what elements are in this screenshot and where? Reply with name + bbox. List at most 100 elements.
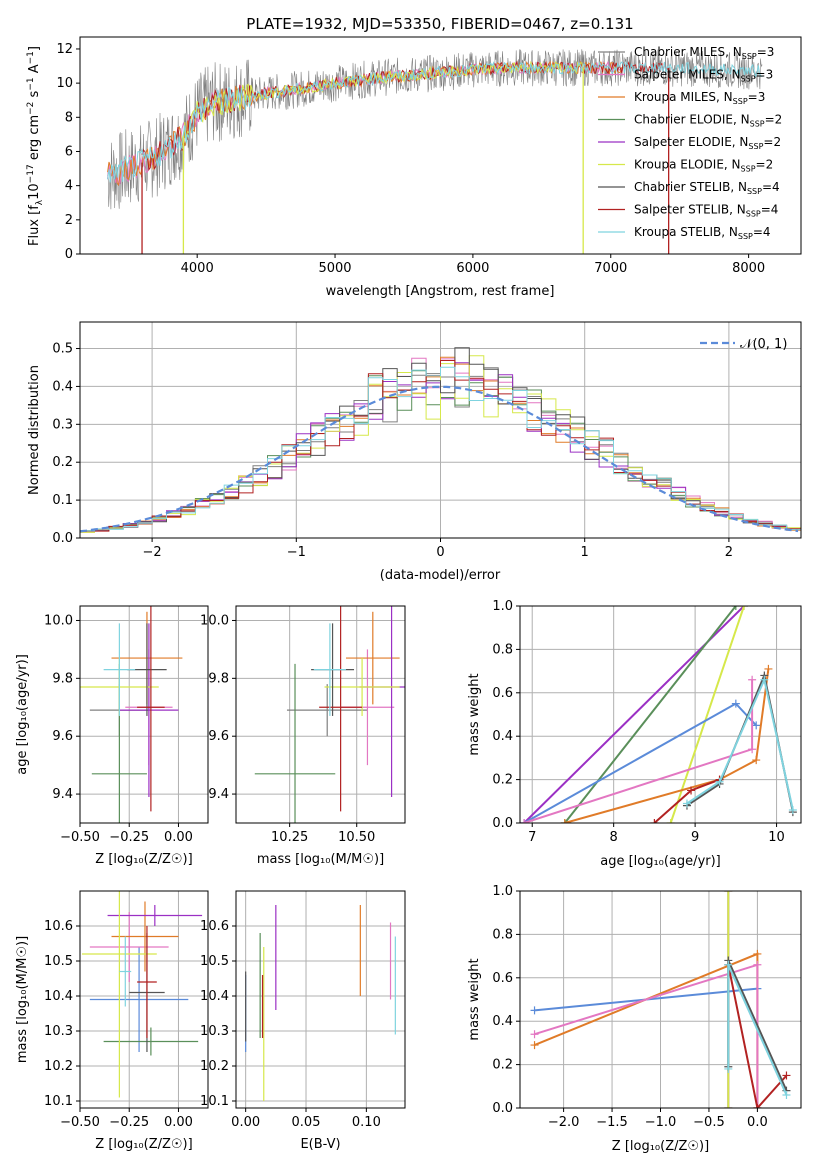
y-tick-label: 0.1 [52, 493, 73, 508]
weight-series [564, 606, 737, 823]
y-axis-label-part: Flux [f [27, 205, 42, 246]
x-tick-label: −0.50 [60, 1115, 100, 1130]
y-tick-label: 2 [65, 213, 73, 228]
legend-text: Salpeter ELODIE, N [634, 135, 748, 149]
legend-label: 𝒩(0, 1) [740, 337, 787, 352]
legend-label: Salpeter STELIB, NSSP=4 [634, 203, 778, 219]
y-tick-label: 10.6 [44, 919, 73, 934]
y-axis-label: Normed distribution [27, 365, 42, 495]
y-tick-label: 0.6 [492, 971, 513, 986]
y-tick-label: 1.0 [492, 884, 513, 899]
weight-marker [560, 819, 569, 823]
weight-series [669, 606, 745, 823]
y-tick-label: 10.2 [200, 1059, 229, 1074]
y-tick-label: 0.2 [52, 455, 73, 470]
axes-frame [519, 890, 802, 1109]
weight-marker [715, 777, 724, 786]
y-tick-label: 10.2 [44, 1059, 73, 1074]
legend-sub: SSP [748, 142, 763, 151]
weight-marker [739, 606, 748, 610]
x-tick-label: 9 [691, 830, 699, 845]
y-tick-label: 0.0 [492, 816, 513, 831]
legend-sub: SSP [741, 75, 756, 84]
y-axis-label-part: −1 [26, 51, 36, 64]
x-tick-label: −1.5 [596, 1115, 628, 1130]
plot-area [107, 49, 763, 254]
x-axis-label: E(B-V) [300, 1137, 340, 1152]
y-tick-label: 6 [65, 144, 73, 159]
y-tick-label: 0.8 [492, 927, 513, 942]
legend-label: Chabrier STELIB, NSSP=4 [634, 180, 780, 196]
x-tick-label: 0 [436, 545, 444, 560]
legend-sub: SSP [747, 187, 762, 196]
normal-curve [80, 385, 799, 533]
legend-sub: SSP [746, 210, 761, 219]
axes-mass_weight_vs_age: 7 8 9 10 0.0 0.2 0.4 0.6 0.8 1.0 age [log₁₀(age/yr… [467, 599, 802, 869]
y-axis-label-part: −17 [26, 164, 36, 183]
y-tick-label: 10.6 [200, 919, 229, 934]
y-axis-label: mass weight [467, 673, 482, 755]
x-tick-label: −1 [287, 545, 306, 560]
x-tick-label: −1.0 [645, 1115, 677, 1130]
x-tick-label: 10.50 [338, 830, 375, 845]
legend-label: Salpeter ELODIE, NSSP=2 [634, 135, 781, 151]
legend-text: Kroupa MILES, N [634, 90, 733, 104]
weight-marker [731, 606, 740, 610]
weight-marker [731, 699, 740, 708]
x-tick-label: 1 [581, 545, 589, 560]
legend-sub: SSP [741, 165, 756, 174]
legend-text: Chabrier STELIB, N [634, 180, 747, 194]
legend-label: Kroupa ELODIE, NSSP=2 [634, 158, 773, 174]
weight-marker [753, 1104, 762, 1108]
x-tick-label: 7 [528, 830, 536, 845]
plot-area [80, 347, 801, 533]
y-tick-label: 9.6 [208, 729, 229, 744]
y-tick-label: 1.0 [492, 599, 513, 614]
legend-tail: =2 [765, 113, 783, 127]
y-axis-label-part: 10 [27, 183, 42, 200]
x-tick-label: 6000 [456, 261, 489, 276]
axes-frame [79, 36, 802, 255]
axes-mass_vs_Z: −0.50 −0.25 0.00 10.1 10.2 10.3 10.4 10.5 10.6 Z … [15, 890, 209, 1152]
legend-tail: =3 [748, 90, 766, 104]
plot-layer: 4000 5000 6000 7000 8000024681012wavelength … [15, 36, 802, 1154]
weight-marker [724, 1064, 733, 1073]
plot-area [254, 606, 405, 823]
weight-marker [782, 1090, 791, 1099]
axes-frame [79, 605, 209, 824]
y-tick-label: 10.1 [44, 1094, 73, 1109]
legend-sub: SSP [750, 120, 765, 129]
legend-tail: =2 [763, 135, 781, 149]
weight-marker [748, 745, 757, 754]
weight-marker [752, 756, 761, 765]
weight-marker [748, 675, 757, 684]
legend-label: Salpeter MILES, NSSP=3 [634, 68, 773, 84]
y-axis-label-part: erg cm [27, 115, 42, 164]
legend-text: Salpeter STELIB, N [634, 203, 746, 217]
weight-marker [753, 949, 762, 958]
legend-label: Kroupa STELIB, NSSP=4 [634, 225, 771, 241]
x-tick-label: 5000 [318, 261, 351, 276]
x-axis-label: age [log₁₀(age/yr)] [600, 854, 721, 869]
y-axis-label-part: ] [27, 46, 42, 51]
weight-marker [530, 1041, 539, 1050]
y-tick-label: 0.3 [52, 417, 73, 432]
y-axis-label-part: s [27, 90, 42, 101]
x-tick-label: 0.00 [164, 830, 193, 845]
axes-age_vs_mass: 10.25 10.50 9.4 9.6 9.8 10.0 mass [log₁₀(M/M☉)… [200, 605, 406, 867]
plot-area [520, 606, 797, 823]
y-tick-label: 0.4 [492, 1014, 513, 1029]
legend-tail: =4 [753, 225, 771, 239]
legend-tail: =3 [756, 68, 774, 82]
y-axis-label: Flux [fλ10−17 erg cm−2 s−1 A−1] [26, 46, 45, 246]
legend-tail: =4 [761, 203, 779, 217]
y-tick-label: 10.5 [200, 954, 229, 969]
weight-marker [752, 721, 761, 730]
y-tick-label: 0 [65, 247, 73, 262]
x-tick-label: −2.0 [548, 1115, 580, 1130]
y-tick-label: 9.4 [52, 787, 73, 802]
legend-text: Kroupa ELODIE, N [634, 158, 741, 172]
legend-label: Chabrier ELODIE, NSSP=2 [634, 113, 782, 129]
plot-area [245, 905, 396, 1101]
weight-marker [520, 819, 529, 823]
